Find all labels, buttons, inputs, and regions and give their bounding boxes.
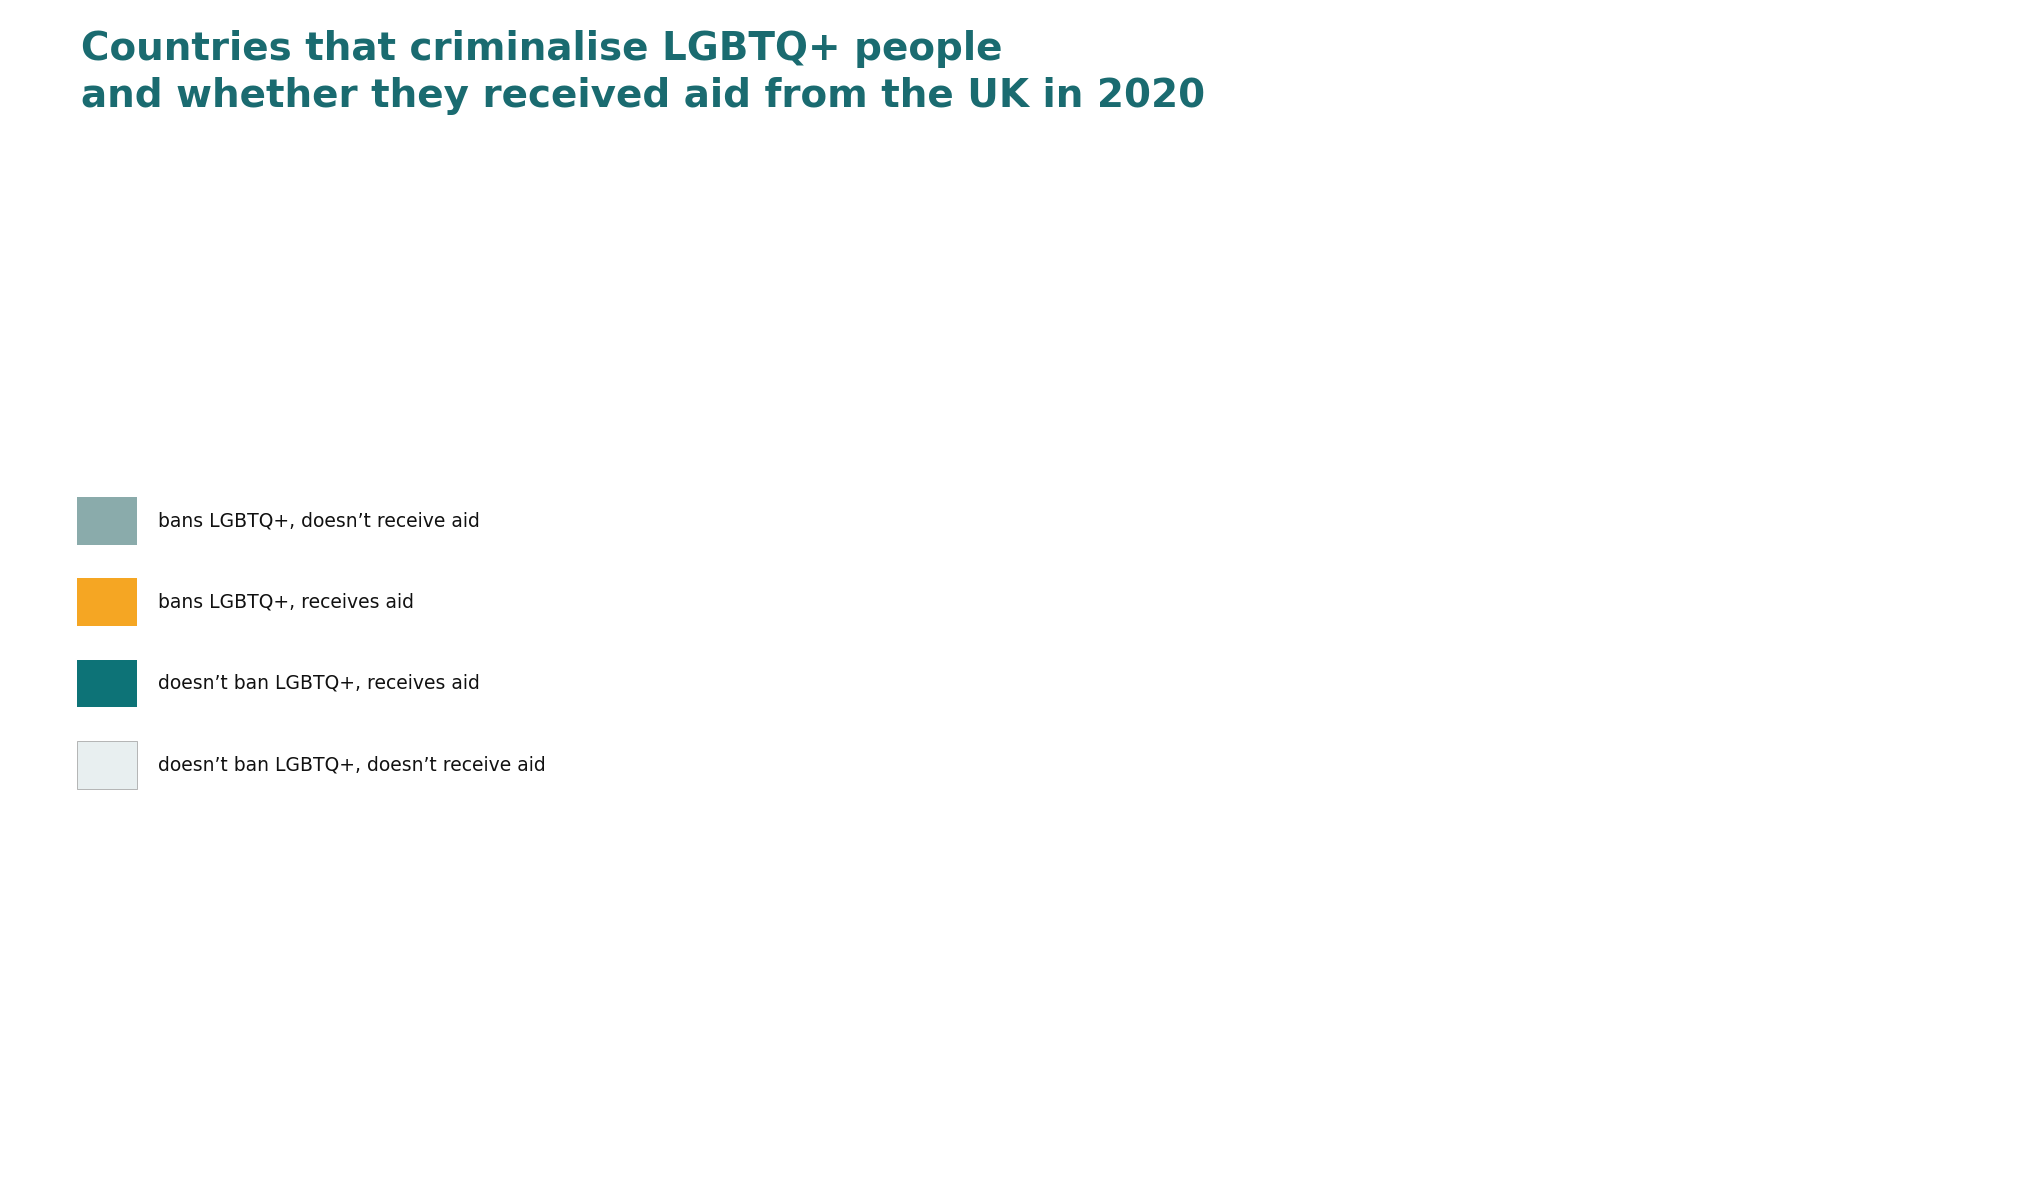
Text: bans LGBTQ+, receives aid: bans LGBTQ+, receives aid xyxy=(158,593,414,612)
Text: doesn’t ban LGBTQ+, receives aid: doesn’t ban LGBTQ+, receives aid xyxy=(158,674,479,693)
Text: bans LGBTQ+, doesn’t receive aid: bans LGBTQ+, doesn’t receive aid xyxy=(158,511,479,530)
Text: Countries that criminalise LGBTQ+ people
and whether they received aid from the : Countries that criminalise LGBTQ+ people… xyxy=(81,30,1205,115)
Text: doesn’t ban LGBTQ+, doesn’t receive aid: doesn’t ban LGBTQ+, doesn’t receive aid xyxy=(158,755,546,774)
